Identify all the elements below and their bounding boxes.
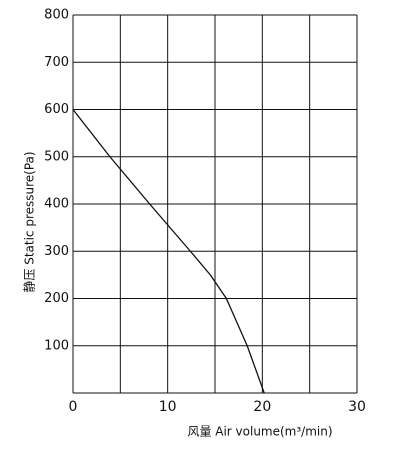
y-axis-label: 静压 Static pressure(Pa) [23,151,37,292]
y-tick-label: 300 [44,244,69,259]
y-tick-label: 500 [44,149,69,164]
y-tick-label: 600 [44,102,69,117]
y-tick-label: 200 [44,291,69,306]
x-tick-label: 20 [253,399,271,415]
fan-curve [72,109,265,394]
y-tick-label: 400 [44,197,69,212]
x-tick-label: 10 [159,399,177,415]
x-tick-label: 0 [69,399,78,415]
y-tick-label: 100 [44,338,69,353]
y-tick-label: 700 [44,55,69,70]
x-tick-label: 30 [348,399,366,415]
x-axis-label: 风量 Air volume(m³/min) [187,425,332,439]
y-tick-label: 800 [44,8,69,23]
